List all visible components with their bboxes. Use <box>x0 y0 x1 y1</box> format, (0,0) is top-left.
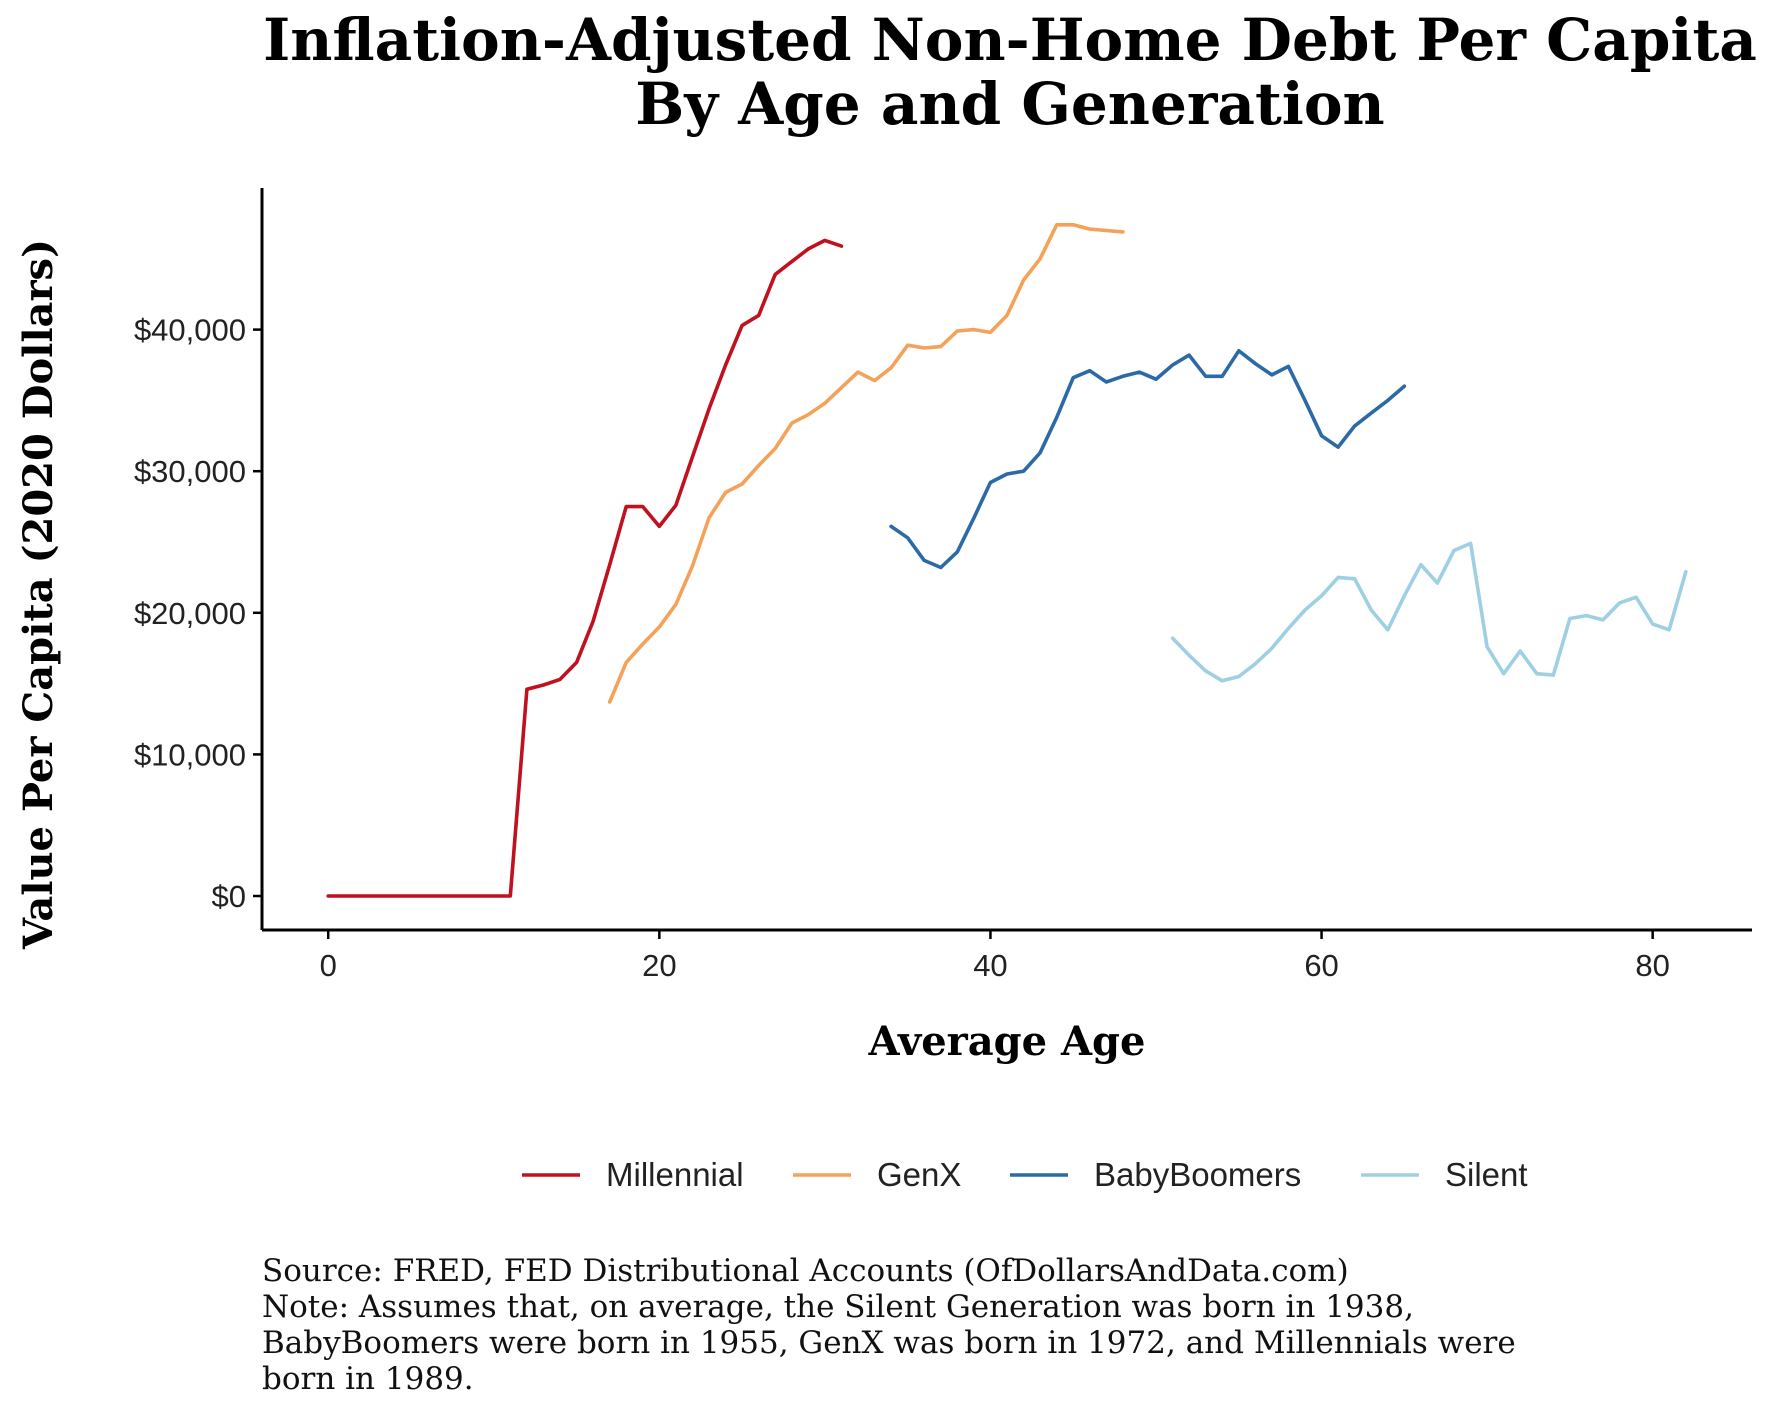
chart-caption: Source: FRED, FED Distributional Account… <box>262 1253 1742 1397</box>
x-tick-label: 40 <box>973 948 1007 983</box>
chart-title-line-1: Inflation-Adjusted Non-Home Debt Per Cap… <box>263 6 1757 74</box>
caption-note-line-1: Note: Assumes that, on average, the Sile… <box>262 1289 1414 1325</box>
legend-label-genx: GenX <box>877 1156 961 1193</box>
chart-title: Inflation-Adjusted Non-Home Debt Per Cap… <box>230 8 1771 136</box>
y-tick-label: $0 <box>212 879 246 914</box>
y-tick-label: $40,000 <box>134 313 246 348</box>
y-tick-label: $20,000 <box>134 596 246 631</box>
legend-label-silent: Silent <box>1445 1156 1528 1193</box>
chart-title-line-2: By Age and Generation <box>635 70 1385 138</box>
legend-label-millennial: Millennial <box>606 1156 744 1193</box>
caption-source: Source: FRED, FED Distributional Account… <box>262 1253 1349 1289</box>
series-line-silent <box>1170 541 1688 683</box>
series-line-millennial <box>326 238 844 898</box>
y-tick-label: $30,000 <box>134 454 246 489</box>
y-tick-label: $10,000 <box>134 737 246 772</box>
series-line-babyboomers <box>889 348 1407 570</box>
series-line-genx <box>607 223 1125 704</box>
x-tick-label: 20 <box>642 948 676 983</box>
y-axis-title: Value Per Capita (2020 Dollars) <box>15 239 62 950</box>
legend-label-babyboomers: BabyBoomers <box>1094 1156 1301 1193</box>
x-tick-label: 60 <box>1304 948 1338 983</box>
x-tick-label: 0 <box>320 948 337 983</box>
x-tick-label: 80 <box>1635 948 1669 983</box>
caption-note-line-2: BabyBoomers were born in 1955, GenX was … <box>262 1325 1516 1361</box>
x-axis-title: Average Age <box>868 1018 1146 1065</box>
caption-note-line-3: born in 1989. <box>262 1361 474 1397</box>
